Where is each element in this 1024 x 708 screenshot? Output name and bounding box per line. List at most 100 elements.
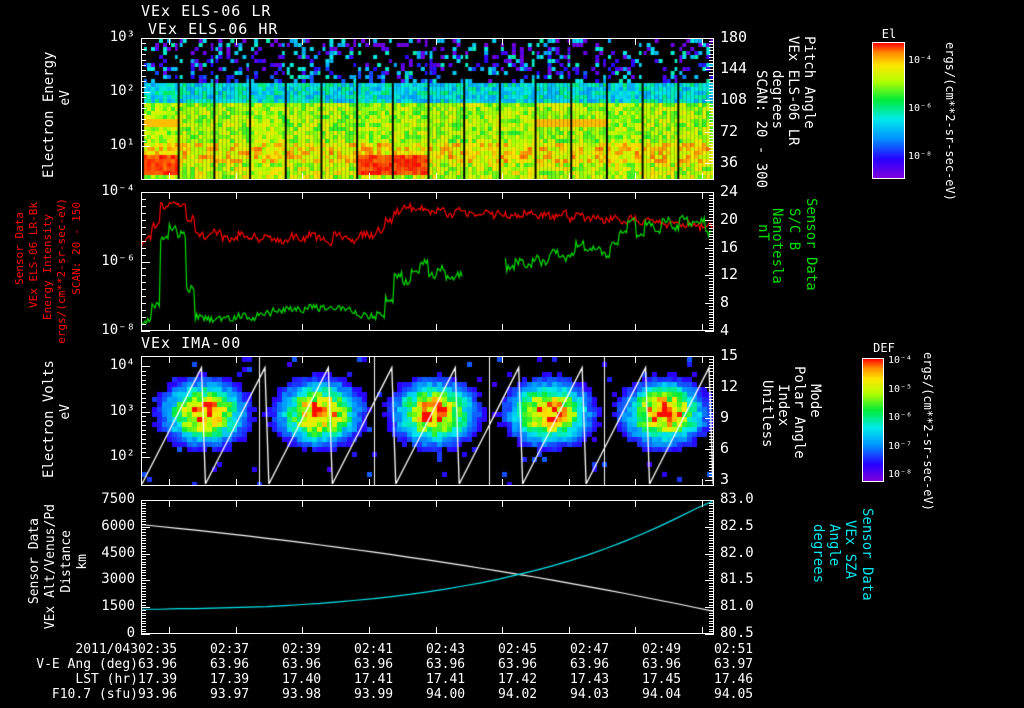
- minor-tickmark: [709, 300, 714, 302]
- minor-tickmark: [709, 564, 714, 566]
- minor-tickmark: [141, 510, 146, 512]
- panel1-cbar-tick-1: 10⁻⁶: [908, 103, 933, 114]
- x-tickmark: [236, 479, 237, 486]
- minor-tickmark: [141, 135, 146, 137]
- minor-tickmark: [709, 537, 714, 539]
- minor-tickmark: [709, 50, 714, 52]
- tickmark: [141, 331, 150, 332]
- x-tickmark: [436, 356, 437, 363]
- minor-tickmark: [709, 393, 714, 395]
- minor-tickmark: [709, 66, 714, 68]
- minor-tickmark: [709, 521, 714, 523]
- x-tickmark: [702, 479, 703, 486]
- table-cell: 02:43: [426, 642, 466, 657]
- minor-tickmark: [709, 460, 714, 462]
- panel1-colorbar-title: El: [881, 27, 897, 41]
- minor-tickmark: [709, 72, 714, 74]
- minor-tickmark: [709, 502, 714, 504]
- minor-tickmark: [141, 502, 146, 504]
- minor-tickmark: [709, 150, 714, 152]
- minor-tickmark: [141, 623, 146, 625]
- x-tickmark: [302, 500, 303, 507]
- table-cell: 94.03: [570, 687, 610, 702]
- tickmark: [141, 457, 150, 458]
- minor-tickmark: [709, 258, 714, 260]
- minor-tickmark: [709, 255, 714, 257]
- table-cell: 93.99: [354, 687, 394, 702]
- minor-tickmark: [709, 75, 714, 77]
- minor-tickmark: [709, 510, 714, 512]
- minor-tickmark: [709, 529, 714, 531]
- minor-tickmark: [141, 226, 146, 228]
- minor-tickmark: [709, 612, 714, 614]
- tickmark: [141, 366, 150, 367]
- x-tickmark: [169, 173, 170, 180]
- minor-tickmark: [141, 513, 146, 515]
- minor-tickmark: [709, 371, 714, 373]
- minor-tickmark: [709, 569, 714, 571]
- minor-tickmark: [141, 542, 146, 544]
- table-cell: 02:35: [138, 642, 178, 657]
- panel3-plot-area[interactable]: [141, 356, 714, 486]
- x-tickmark: [369, 627, 370, 634]
- x-tickmark: [302, 627, 303, 634]
- x-tickmark: [702, 173, 703, 180]
- p2rt-tick-3: 12: [720, 265, 739, 284]
- x-tickmark: [502, 479, 503, 486]
- panel3-title: VEx IMA-00: [141, 334, 242, 352]
- minor-tickmark: [141, 310, 146, 312]
- minor-tickmark: [141, 575, 146, 577]
- minor-tickmark: [709, 402, 714, 404]
- table-cell: 17.41: [354, 672, 394, 687]
- x-tickmark: [635, 627, 636, 634]
- panel4-plot-area[interactable]: [141, 500, 714, 634]
- minor-tickmark: [709, 572, 714, 574]
- table-cell: 63.96: [210, 657, 250, 672]
- tickmark: [705, 69, 714, 71]
- panel2-right-axis-label-line3: nT: [755, 224, 771, 241]
- minor-tickmark: [141, 86, 146, 88]
- x-tickmark: [569, 356, 570, 363]
- minor-tickmark: [709, 156, 714, 158]
- panel3-colorbar[interactable]: [862, 358, 884, 482]
- panel1-colorbar[interactable]: [872, 42, 905, 179]
- minor-tickmark: [709, 467, 714, 469]
- x-tickmark: [502, 192, 503, 199]
- minor-tickmark: [141, 75, 146, 77]
- minor-tickmark: [141, 561, 146, 563]
- minor-tickmark: [709, 94, 714, 96]
- table-row: F10.7 (sfu) 93.96 93.97 93.98 93.99 94.00 94.0…: [0, 687, 786, 702]
- x-tickmark: [635, 356, 636, 363]
- x-tickmark: [236, 173, 237, 180]
- minor-tickmark: [141, 588, 146, 590]
- minor-tickmark: [709, 439, 714, 441]
- panel3-colorbar-title: DEF: [873, 341, 895, 355]
- table-cell: 63.96: [138, 657, 178, 672]
- minor-tickmark: [141, 564, 146, 566]
- minor-tickmark: [141, 604, 146, 606]
- panel2-plot-area[interactable]: [141, 192, 714, 331]
- panel3-cbar-tick-1: 10⁻⁵: [888, 383, 913, 395]
- table-cell: 02:47: [570, 642, 610, 657]
- x-tickmark: [702, 356, 703, 363]
- minor-tickmark: [141, 583, 146, 585]
- minor-tickmark: [141, 205, 146, 207]
- panel1-plot-area[interactable]: [141, 38, 714, 180]
- minor-tickmark: [709, 62, 714, 64]
- minor-tickmark: [141, 532, 146, 534]
- panel1-right-axis-label-line1: VEx ELS-06 LR: [785, 36, 801, 146]
- tickmark: [705, 192, 714, 193]
- minor-tickmark: [709, 137, 714, 139]
- minor-tickmark: [709, 476, 714, 478]
- minor-tickmark: [141, 601, 146, 603]
- panel4-right-axis-label-line3: degrees: [810, 524, 826, 584]
- minor-tickmark: [709, 239, 714, 241]
- panel1-cbar-tick-0: 10⁻⁴: [908, 55, 933, 66]
- minor-tickmark: [709, 532, 714, 534]
- minor-tickmark: [141, 596, 146, 598]
- x-tickmark: [635, 38, 636, 45]
- x-tickmark: [169, 627, 170, 634]
- panel2-left-axis-label-line4: SCAN: 20 - 150: [70, 202, 83, 295]
- tickmark: [705, 331, 714, 332]
- p4rt-tick-4: 81.0: [720, 598, 754, 615]
